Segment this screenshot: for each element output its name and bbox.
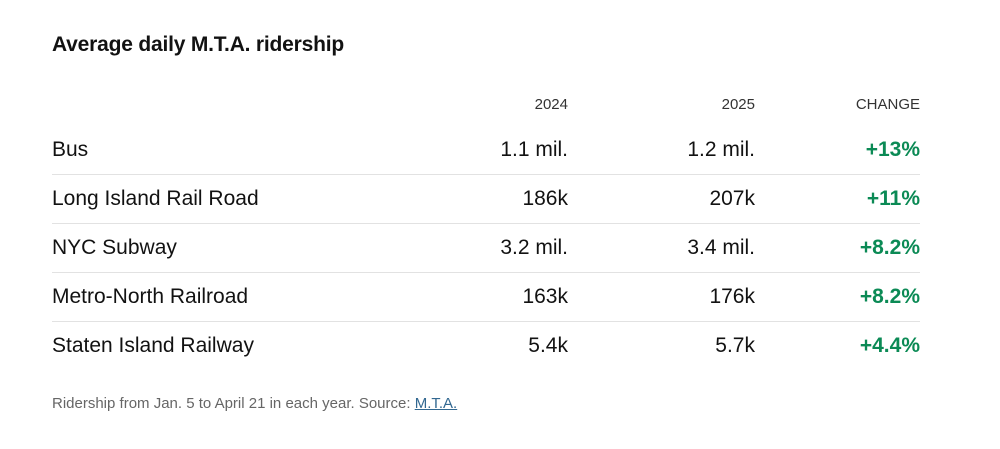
value-2024: 186k bbox=[522, 187, 568, 210]
value-2025: 5.7k bbox=[715, 334, 755, 357]
table-header: 2024 2025 CHANGE bbox=[52, 96, 920, 116]
value-2024: 163k bbox=[522, 285, 568, 308]
row-label: Long Island Rail Road bbox=[52, 187, 259, 210]
table-row: Metro-North Railroad 163k 176k +8.2% bbox=[52, 273, 920, 322]
table-row: NYC Subway 3.2 mil. 3.4 mil. +8.2% bbox=[52, 224, 920, 273]
footnote: Ridership from Jan. 5 to April 21 in eac… bbox=[52, 395, 457, 412]
source-link[interactable]: M.T.A. bbox=[414, 395, 458, 412]
row-label: Bus bbox=[52, 138, 89, 161]
row-label: Staten Island Railway bbox=[52, 334, 254, 357]
table-body: Bus 1.1 mil. 1.2 mil. +13% Long Island R… bbox=[52, 126, 920, 370]
value-2025: 1.2 mil. bbox=[687, 138, 755, 161]
value-change: +4.4% bbox=[859, 334, 920, 357]
value-change: +8.2% bbox=[859, 285, 920, 308]
row-label: Metro-North Railroad bbox=[52, 285, 249, 308]
value-2025: 176k bbox=[709, 285, 755, 308]
column-header-change: CHANGE bbox=[855, 96, 920, 113]
column-header-2025: 2025 bbox=[721, 96, 755, 113]
table-row: Bus 1.1 mil. 1.2 mil. +13% bbox=[52, 126, 920, 175]
value-2025: 3.4 mil. bbox=[687, 236, 755, 259]
table-title: Average daily M.T.A. ridership bbox=[52, 33, 344, 56]
value-2024: 5.4k bbox=[528, 334, 568, 357]
column-header-2024: 2024 bbox=[534, 96, 568, 113]
value-2025: 207k bbox=[709, 187, 755, 210]
footnote-text: Ridership from Jan. 5 to April 21 in eac… bbox=[52, 395, 415, 412]
row-label: NYC Subway bbox=[52, 236, 177, 259]
table-row: Staten Island Railway 5.4k 5.7k +4.4% bbox=[52, 322, 920, 370]
value-change: +11% bbox=[866, 187, 920, 210]
table-row: Long Island Rail Road 186k 207k +11% bbox=[52, 175, 920, 224]
value-change: +13% bbox=[865, 138, 920, 161]
value-2024: 1.1 mil. bbox=[500, 138, 568, 161]
value-2024: 3.2 mil. bbox=[500, 236, 568, 259]
value-change: +8.2% bbox=[859, 236, 920, 259]
